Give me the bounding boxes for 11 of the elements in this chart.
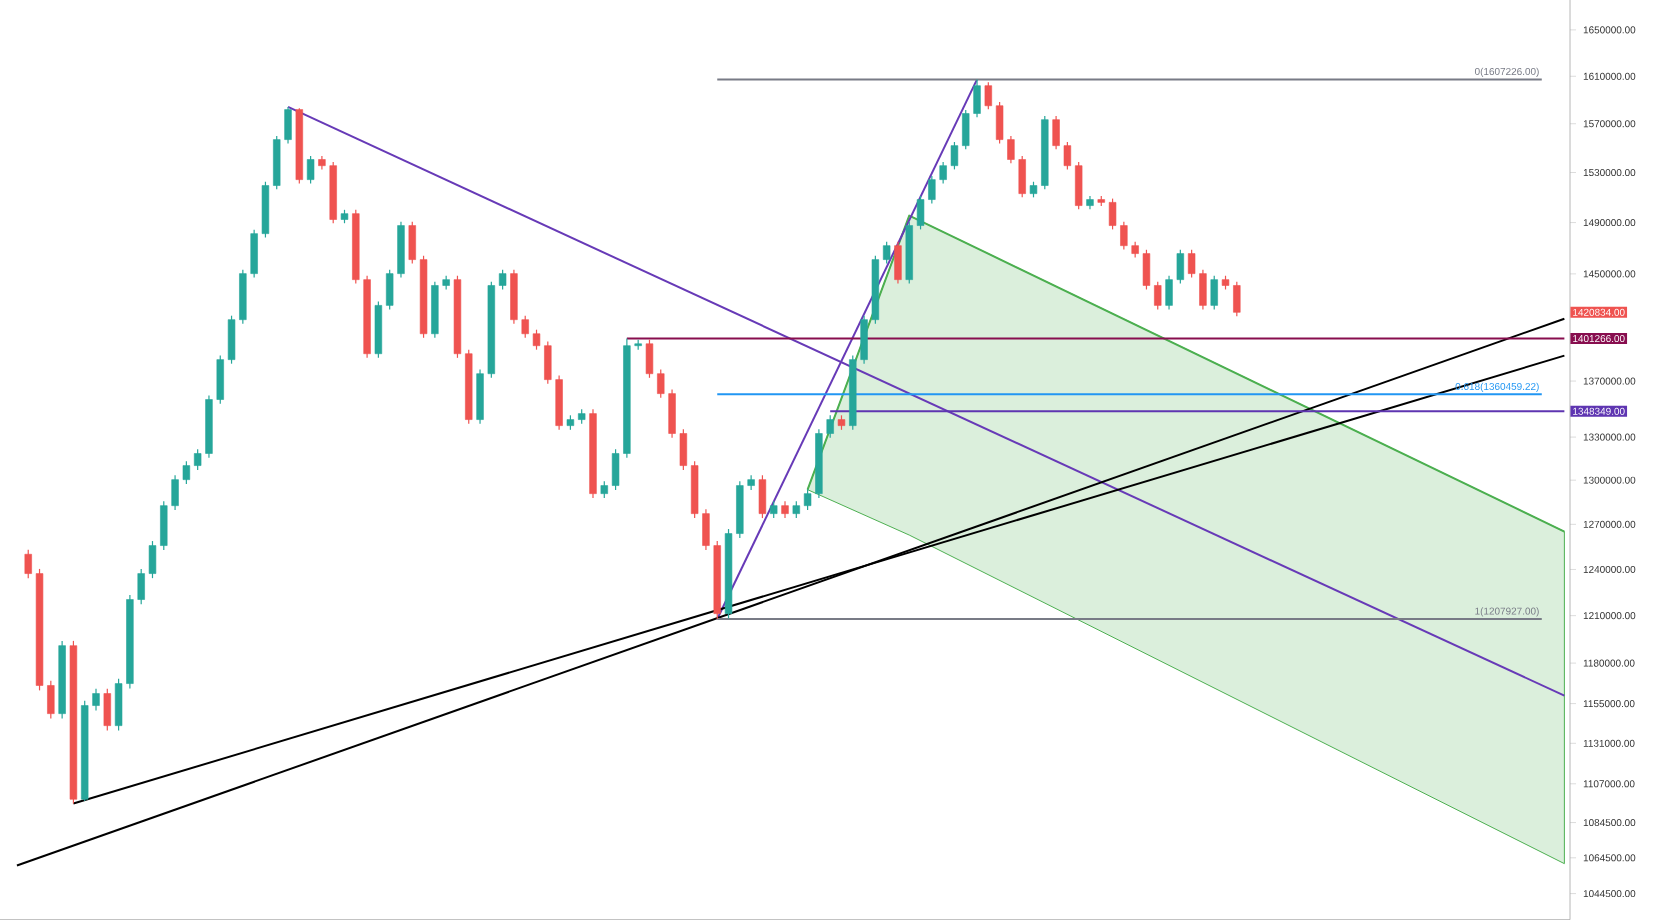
candlestick bbox=[758, 474, 767, 519]
candlestick bbox=[984, 81, 993, 110]
candlestick bbox=[1075, 161, 1083, 210]
candlestick bbox=[103, 688, 111, 732]
candlestick bbox=[306, 155, 315, 184]
candlestick bbox=[1210, 275, 1218, 310]
candlestick bbox=[894, 241, 902, 285]
candlestick bbox=[882, 241, 891, 265]
candlestick bbox=[1154, 281, 1162, 310]
candlestick bbox=[498, 269, 507, 291]
candlestick bbox=[408, 221, 416, 265]
